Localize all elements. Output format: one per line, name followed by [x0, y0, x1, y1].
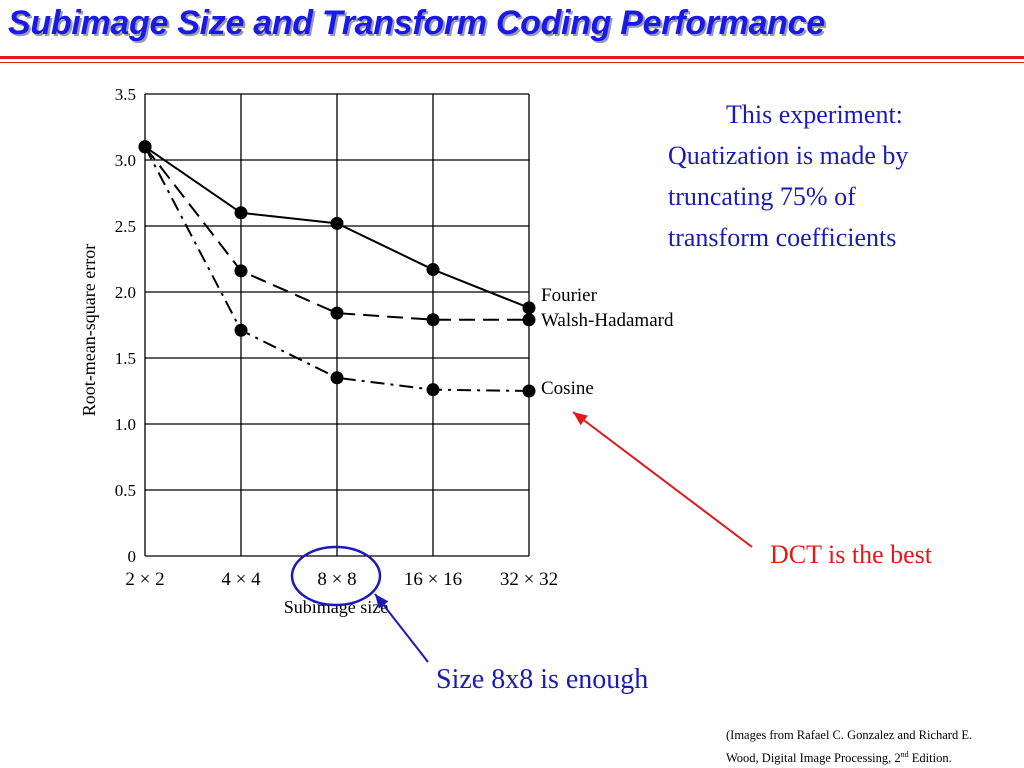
x-tick-label: 4 × 4 [221, 569, 261, 590]
y-tick-label: 0.5 [115, 481, 136, 500]
credit-text: Wood, Digital Image Processing, 2 [726, 751, 901, 766]
dct-callout: DCT is the best [770, 540, 933, 569]
chart-grid [144, 93, 530, 557]
y-tick-label: 3.5 [115, 85, 136, 104]
data-point [330, 216, 344, 230]
x-tick-label: 32 × 32 [500, 569, 558, 590]
dct-arrow-shaft [572, 411, 753, 548]
slide-title: Subimage Size and Transform Coding Perfo… [8, 4, 825, 42]
highlight-ellipse [290, 545, 382, 607]
dct-arrow-head [573, 412, 588, 426]
data-point [426, 263, 440, 277]
size-arrow [374, 593, 429, 663]
data-point [234, 264, 248, 278]
title-underline-thin [0, 62, 1024, 63]
y-tick-label: 1.0 [115, 415, 136, 434]
series-label: Walsh-Hadamard [541, 310, 674, 331]
data-point [234, 206, 248, 220]
y-tick-label: 1.5 [115, 349, 136, 368]
series-line-cosine [144, 146, 530, 392]
data-point [330, 306, 344, 320]
y-tick-label: 3.0 [115, 151, 136, 170]
size-arrow-shaft [374, 593, 429, 663]
data-point [234, 323, 248, 337]
credit-superscript: nd [900, 750, 909, 759]
experiment-note: This experiment: Quatization is made by … [668, 94, 998, 258]
note-line: transform coefficients [668, 223, 897, 252]
size-arrow-head [375, 594, 389, 609]
y-tick-label: 2.0 [115, 283, 136, 302]
credit-text-end: Edition. [908, 751, 952, 766]
y-tick-label: 0 [128, 547, 137, 566]
data-point [426, 313, 440, 327]
data-point [138, 140, 152, 154]
data-point [522, 313, 536, 327]
note-line: truncating 75% of [668, 182, 856, 211]
data-point [522, 384, 536, 398]
dct-arrow [572, 411, 753, 548]
x-tick-labels: 2 × 2 4 × 4 8 × 8 16 × 16 32 × 32 [125, 569, 558, 590]
credit-line-2: Wood, Digital Image Processing, 2nd Edit… [726, 745, 972, 768]
callout-arrows [374, 411, 753, 663]
x-tick-label: 8 × 8 [317, 569, 356, 590]
y-axis-label: Root-mean-square error [79, 244, 99, 416]
note-line: This experiment: [726, 100, 903, 129]
note-line: Quatization is made by [668, 141, 909, 170]
series-label: Fourier [541, 285, 598, 306]
title-underline [0, 56, 1024, 59]
series-label: Cosine [541, 378, 594, 399]
data-point [330, 371, 344, 385]
x-axis-label: Subimage size [284, 597, 388, 617]
y-tick-label: 2.5 [115, 217, 136, 236]
x-tick-label: 2 × 2 [125, 569, 164, 590]
image-credit: (Images from Rafael C. Gonzalez and Rich… [726, 726, 972, 768]
series-line-walsh-hadamard [144, 146, 529, 321]
size-callout: Size 8x8 is enough [436, 664, 649, 695]
data-point [522, 301, 536, 315]
y-tick-labels: 0 0.5 1.0 1.5 2.0 2.5 3.0 3.5 [115, 85, 136, 566]
credit-line-1: (Images from Rafael C. Gonzalez and Rich… [726, 728, 973, 742]
series-labels: Fourier Walsh-Hadamard Cosine [541, 285, 674, 399]
data-point [426, 383, 440, 397]
series-points [138, 140, 536, 398]
x-tick-label: 16 × 16 [404, 569, 462, 590]
